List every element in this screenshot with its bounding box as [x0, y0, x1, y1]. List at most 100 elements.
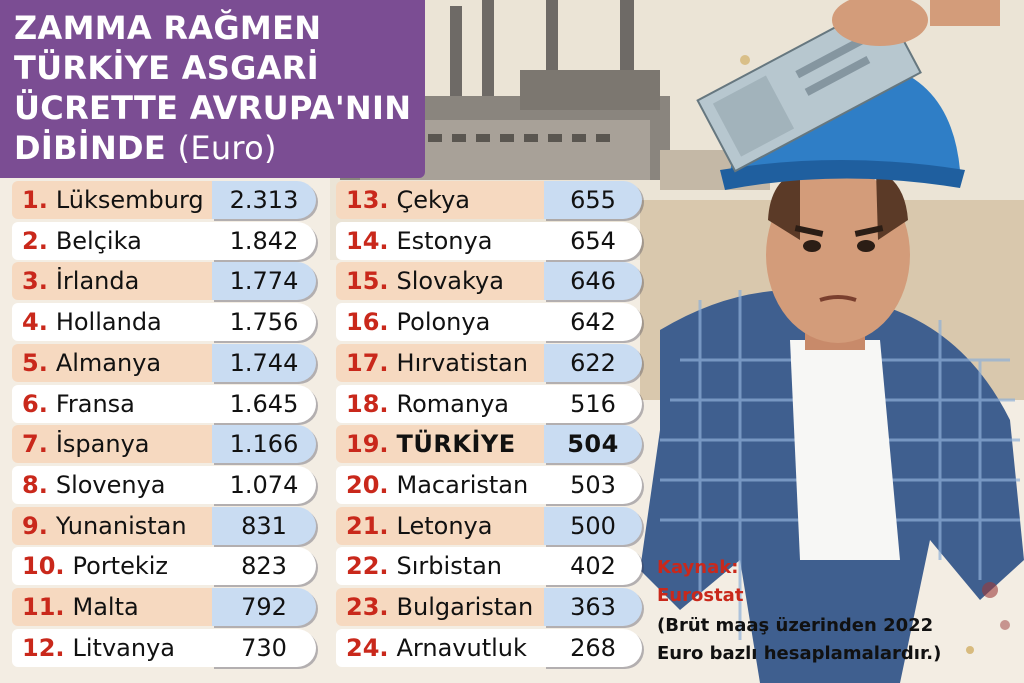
table-row: 24. Arnavutluk 268 — [336, 628, 642, 667]
country-name: Bulgaristan — [396, 593, 534, 621]
country-name: Yunanistan — [55, 511, 187, 540]
table-row: 18. Romanya 516 — [336, 384, 642, 423]
source-label: Kaynak: — [657, 557, 739, 578]
country-name: Lüksemburg — [55, 186, 204, 214]
title-line-3: ÜCRETTE AVRUPA'NIN — [14, 89, 412, 127]
title-box: ZAMMA RAĞMEN TÜRKİYE ASGARİ ÜCRETTE AVRU… — [0, 0, 425, 178]
table-row: 19. TÜRKİYE 504 — [336, 425, 642, 464]
row-label: 15. Slovakya — [336, 262, 544, 301]
row-label: 2. Belçika — [12, 221, 212, 260]
wage-value: 655 — [544, 181, 642, 219]
table-row: 5. Almanya 1.744 — [12, 343, 316, 382]
rank-number: 23. — [346, 593, 389, 621]
rank-number: 7. — [22, 430, 48, 459]
rank-number: 19. — [346, 430, 389, 459]
table-row: 22. Sırbistan 402 — [336, 547, 642, 586]
row-label: 10. Portekiz — [12, 547, 212, 586]
table-row: 11. Malta 792 — [12, 588, 316, 626]
country-name: Fransa — [55, 389, 135, 418]
row-label: 5. Almanya — [12, 343, 212, 382]
table-row: 23. Bulgaristan 363 — [336, 588, 642, 626]
title-line-4: DİBİNDE (Euro) — [14, 128, 277, 168]
country-name: Sırbistan — [396, 552, 503, 581]
table-row: 21. Letonya 500 — [336, 506, 642, 545]
rank-number: 24. — [346, 633, 389, 662]
table-row: 7. İspanya 1.166 — [12, 425, 316, 464]
row-label: 1. Lüksemburg — [12, 181, 212, 219]
title-line-2: TÜRKİYE ASGARİ — [14, 49, 319, 87]
factory-chimneys — [450, 0, 634, 98]
wage-value: 646 — [544, 262, 642, 301]
table-row: 2. Belçika 1.842 — [12, 221, 316, 260]
rank-number: 3. — [22, 267, 48, 296]
wage-value: 831 — [212, 506, 316, 545]
country-name: Portekiz — [72, 552, 169, 581]
rank-number: 10. — [22, 552, 65, 581]
country-name: Malta — [72, 593, 139, 621]
row-label: 13. Çekya — [336, 181, 544, 219]
rank-number: 1. — [22, 186, 48, 214]
table-row: 15. Slovakya 646 — [336, 262, 642, 301]
rank-number: 17. — [346, 348, 389, 377]
country-name: Macaristan — [396, 470, 529, 499]
wage-value: 402 — [544, 547, 642, 586]
table-row: 17. Hırvatistan 622 — [336, 343, 642, 382]
country-name: Belçika — [55, 226, 142, 255]
row-label: 4. Hollanda — [12, 303, 212, 342]
row-label: 18. Romanya — [336, 384, 544, 423]
rank-number: 8. — [22, 470, 48, 499]
rank-number: 11. — [22, 593, 65, 621]
wage-value: 2.313 — [212, 181, 316, 219]
country-name: Letonya — [396, 511, 493, 540]
country-name: Hırvatistan — [396, 348, 528, 377]
country-name: Slovenya — [55, 470, 166, 499]
rank-number: 12. — [22, 633, 65, 662]
row-label: 24. Arnavutluk — [336, 628, 544, 667]
row-label: 22. Sırbistan — [336, 547, 544, 586]
wage-value: 1.842 — [212, 221, 316, 260]
table-row: 6. Fransa 1.645 — [12, 384, 316, 423]
rank-number: 9. — [22, 511, 48, 540]
wage-value: 363 — [544, 588, 642, 626]
wage-value: 1.166 — [212, 425, 316, 464]
rank-number: 6. — [22, 389, 48, 418]
rank-number: 14. — [346, 226, 389, 255]
row-label: 8. Slovenya — [12, 465, 212, 504]
wage-value: 516 — [544, 384, 642, 423]
row-label: 23. Bulgaristan — [336, 588, 544, 626]
country-name: Romanya — [396, 389, 510, 418]
country-name: Estonya — [396, 226, 493, 255]
row-label: 12. Litvanya — [12, 628, 212, 667]
row-label: 11. Malta — [12, 588, 212, 626]
country-name: İrlanda — [55, 267, 140, 296]
wage-value: 1.074 — [212, 465, 316, 504]
rank-number: 5. — [22, 348, 48, 377]
rank-number: 16. — [346, 308, 389, 337]
table-row: 16. Polonya 642 — [336, 303, 642, 342]
wage-value: 792 — [212, 588, 316, 626]
rank-number: 2. — [22, 226, 48, 255]
wage-value: 504 — [544, 425, 642, 464]
country-name: Litvanya — [72, 633, 175, 662]
table-row: 12. Litvanya 730 — [12, 628, 316, 667]
title-unit: (Euro) — [177, 129, 277, 167]
table-row: 4. Hollanda 1.756 — [12, 303, 316, 342]
table-row: 3. İrlanda 1.774 — [12, 262, 316, 301]
rank-number: 22. — [346, 552, 389, 581]
title-line-4-text: DİBİNDE — [14, 129, 167, 167]
wage-value: 268 — [544, 628, 642, 667]
row-label: 16. Polonya — [336, 303, 544, 342]
row-label: 7. İspanya — [12, 425, 212, 464]
wage-value: 823 — [212, 547, 316, 586]
wage-value: 1.756 — [212, 303, 316, 342]
wage-value: 642 — [544, 303, 642, 342]
wage-value: 1.774 — [212, 262, 316, 301]
title-line-1: ZAMMA RAĞMEN — [14, 9, 322, 47]
source-note-line-1: (Brüt maaş üzerinden 2022 — [657, 615, 934, 636]
row-label: 6. Fransa — [12, 384, 212, 423]
row-label: 19. TÜRKİYE — [336, 425, 544, 464]
wage-value: 500 — [544, 506, 642, 545]
country-name: Hollanda — [55, 308, 162, 337]
table-row: 10. Portekiz 823 — [12, 547, 316, 586]
